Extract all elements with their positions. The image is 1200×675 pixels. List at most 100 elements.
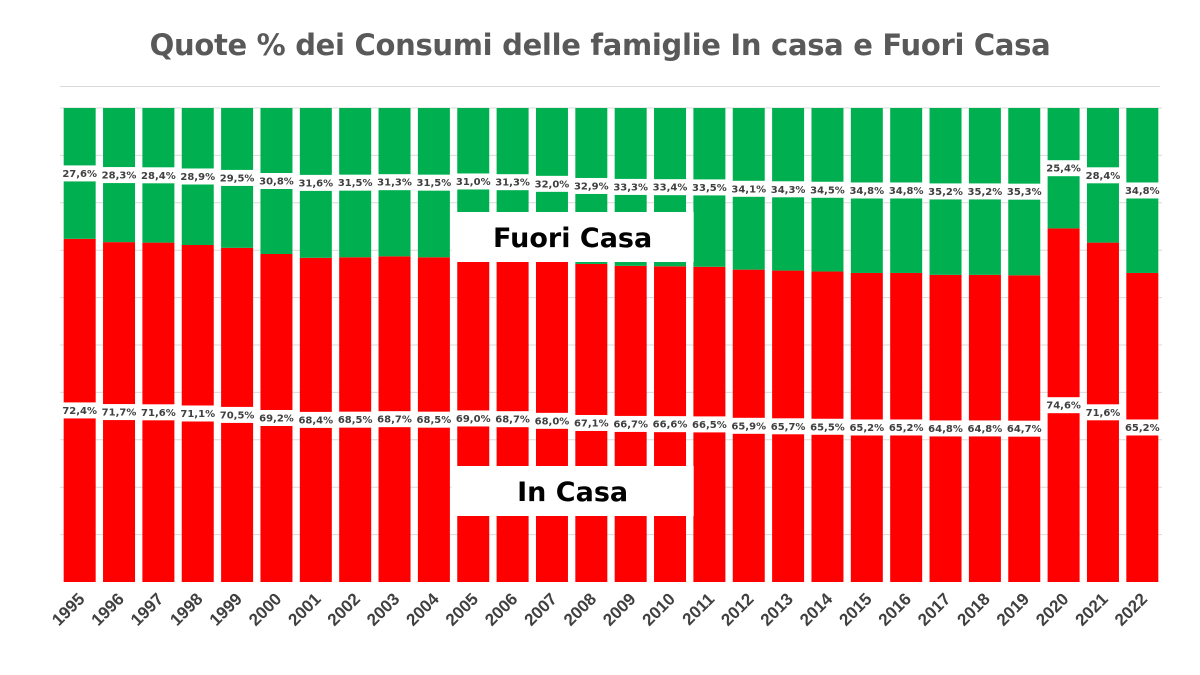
data-label-background: [493, 174, 532, 191]
label-in-casa-2001: 68,4%: [298, 415, 333, 426]
data-label-background: [572, 414, 611, 431]
data-label-background: [611, 415, 650, 432]
label-in-casa-2002: 68,5%: [338, 415, 373, 426]
chart-title: Quote % dei Consumi delle famiglie In ca…: [149, 28, 1051, 62]
data-label-background: [60, 402, 99, 419]
annotations: Fuori Casa In Casa: [451, 212, 694, 516]
label-fuori-casa-2000: 30,8%: [259, 176, 294, 187]
label-in-casa-1999: 70,5%: [220, 410, 255, 421]
label-fuori-casa-2014: 34,5%: [810, 185, 845, 196]
label-fuori-casa-2021: 28,4%: [1086, 171, 1121, 182]
data-label-background: [611, 178, 650, 195]
data-label-background: [532, 175, 571, 192]
data-label-background: [690, 179, 729, 196]
label-fuori-casa-1996: 28,3%: [102, 171, 137, 182]
x-tick-2019: 2019: [993, 589, 1033, 629]
data-label-background: [336, 411, 375, 428]
data-label-background: [414, 174, 453, 191]
label-fuori-casa-2006: 31,3%: [495, 178, 530, 189]
label-in-casa-2006: 68,7%: [495, 415, 530, 426]
label-in-casa-2000: 69,2%: [259, 413, 294, 424]
data-label-background: [257, 409, 296, 426]
label-in-casa-2022: 65,2%: [1125, 423, 1160, 434]
label-in-casa-2021: 71,6%: [1086, 408, 1121, 419]
label-in-casa-2013: 65,7%: [771, 422, 806, 433]
data-label-background: [454, 410, 493, 427]
data-label-background: [1044, 397, 1083, 414]
label-in-casa-2012: 65,9%: [731, 421, 766, 432]
label-in-casa-2011: 66,5%: [692, 420, 727, 431]
data-label-background: [887, 182, 926, 199]
x-tick-1998: 1998: [166, 589, 206, 629]
data-label-background: [178, 168, 217, 185]
label-in-casa-2018: 64,8%: [968, 424, 1003, 435]
data-labels: 72,4% 27,6% 71,7% 28,3% 71,6% 28,4% 71,1% 28,9%…: [60, 160, 1162, 437]
label-fuori-casa-2008: 32,9%: [574, 181, 609, 192]
data-label-background: [100, 404, 139, 421]
data-label-background: [769, 181, 808, 198]
x-tick-2003: 2003: [363, 589, 403, 629]
data-label-background: [218, 406, 257, 423]
data-label-background: [493, 411, 532, 428]
label-in-casa-1998: 71,1%: [180, 409, 215, 420]
label-fuori-casa-2012: 34,1%: [731, 184, 766, 195]
label-fuori-casa-2018: 35,2%: [968, 187, 1003, 198]
label-fuori-casa-1999: 29,5%: [220, 173, 255, 184]
label-fuori-casa-1995: 27,6%: [62, 169, 97, 180]
x-tick-2022: 2022: [1111, 589, 1151, 629]
label-fuori-casa-2013: 34,3%: [771, 185, 806, 196]
label-in-casa-2014: 65,5%: [810, 422, 845, 433]
data-label-background: [454, 173, 493, 190]
data-label-background: [1083, 167, 1122, 184]
label-in-casa-2015: 65,2%: [849, 423, 884, 434]
label-fuori-casa-2003: 31,3%: [377, 178, 412, 189]
x-tick-2020: 2020: [1032, 589, 1072, 629]
annotation-in-casa-box: [451, 466, 694, 516]
x-tick-2021: 2021: [1072, 589, 1112, 629]
label-in-casa-2019: 64,7%: [1007, 424, 1042, 435]
data-label-background: [100, 167, 139, 184]
x-tick-2010: 2010: [639, 589, 679, 629]
label-fuori-casa-2011: 33,5%: [692, 183, 727, 194]
label-in-casa-1997: 71,6%: [141, 408, 176, 419]
data-label-background: [651, 179, 690, 196]
data-label-background: [375, 411, 414, 428]
data-label-background: [651, 416, 690, 433]
data-label-background: [729, 417, 768, 434]
data-label-background: [1044, 160, 1083, 177]
label-fuori-casa-2005: 31,0%: [456, 177, 491, 188]
x-tick-2012: 2012: [717, 589, 757, 629]
label-fuori-casa-1997: 28,4%: [141, 171, 176, 182]
data-label-background: [1005, 183, 1044, 200]
data-label-background: [847, 182, 886, 199]
label-fuori-casa-2019: 35,3%: [1007, 187, 1042, 198]
x-tick-2005: 2005: [442, 589, 482, 629]
data-label-background: [808, 181, 847, 198]
title-divider: [60, 86, 1160, 87]
data-label-background: [296, 174, 335, 191]
data-label-background: [572, 177, 611, 194]
label-in-casa-2005: 69,0%: [456, 414, 491, 425]
data-label-background: [218, 169, 257, 186]
x-tick-2008: 2008: [560, 589, 600, 629]
label-fuori-casa-2010: 33,4%: [653, 183, 688, 194]
label-in-casa-1995: 72,4%: [62, 406, 97, 417]
x-tick-2009: 2009: [599, 589, 639, 629]
label-in-casa-2016: 65,2%: [889, 423, 924, 434]
data-label-background: [729, 180, 768, 197]
data-label-background: [336, 174, 375, 191]
label-in-casa-1996: 71,7%: [102, 408, 137, 419]
x-tick-2002: 2002: [324, 589, 364, 629]
data-label-background: [414, 411, 453, 428]
x-tick-2011: 2011: [679, 589, 719, 629]
label-fuori-casa-2007: 32,0%: [535, 179, 570, 190]
x-tick-2007: 2007: [521, 589, 561, 629]
data-label-background: [887, 419, 926, 436]
data-label-background: [296, 411, 335, 428]
data-label-background: [965, 420, 1004, 437]
label-fuori-casa-2020: 25,4%: [1046, 164, 1081, 175]
x-tick-1995: 1995: [48, 589, 88, 629]
data-label-background: [1123, 419, 1162, 436]
data-label-background: [808, 418, 847, 435]
data-label-background: [847, 419, 886, 436]
